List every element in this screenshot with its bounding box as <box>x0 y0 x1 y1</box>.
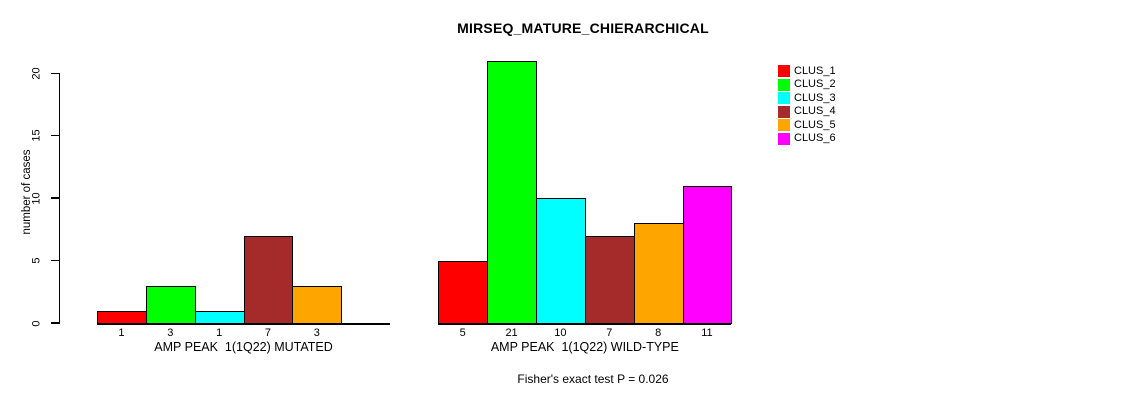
legend-item: CLUS_4 <box>778 105 858 118</box>
legend-item: CLUS_3 <box>778 92 858 104</box>
bar-value-label: 3 <box>167 327 174 339</box>
legend-swatch <box>778 132 790 145</box>
bar-clus_1 <box>438 260 489 324</box>
legend-label: CLUS_1 <box>794 64 836 77</box>
bar-clus_2 <box>487 60 537 324</box>
y-axis-tick <box>50 72 59 75</box>
x-axis-group-label: AMP PEAK 1(1Q22) WILD-TYPE <box>490 340 679 354</box>
legend-label: CLUS_5 <box>794 118 836 131</box>
legend-label: CLUS_6 <box>794 132 836 144</box>
bar-value-label: 7 <box>606 327 613 339</box>
y-axis-tick <box>50 259 59 262</box>
bar-value-label: 1 <box>118 327 125 339</box>
bar-clus_2 <box>145 285 196 324</box>
y-axis-tick-label: 15 <box>30 129 43 142</box>
bar-value-label: 8 <box>655 327 662 339</box>
bar-value-label: 10 <box>554 327 567 339</box>
bar-clus_3 <box>536 198 586 324</box>
legend-swatch <box>778 78 790 91</box>
legend-swatch <box>778 105 790 118</box>
y-axis-tick-label: 5 <box>30 257 43 264</box>
bar-clus_4 <box>584 235 635 324</box>
y-axis-tick <box>50 134 59 137</box>
legend-swatch <box>778 92 790 104</box>
y-axis-tick-label: 10 <box>30 192 43 205</box>
bar-clus_3 <box>194 310 245 324</box>
y-axis-tick-label: 20 <box>30 67 43 80</box>
y-axis-tick <box>50 197 59 199</box>
bar-clus_4 <box>243 235 294 324</box>
x-axis-group-label: AMP PEAK 1(1Q22) MUTATED <box>154 340 333 354</box>
bar-clus_5 <box>633 223 684 324</box>
legend-item: CLUS_2 <box>778 78 858 91</box>
bar-value-label: 11 <box>701 327 713 339</box>
bar-value-label: 1 <box>216 327 223 339</box>
legend-item: CLUS_6 <box>778 132 858 145</box>
legend-swatch <box>778 65 790 77</box>
bar-value-label: 3 <box>313 327 320 339</box>
y-axis-tick <box>50 322 59 324</box>
bar-clus_5 <box>292 285 343 324</box>
legend-item: CLUS_5 <box>778 119 858 131</box>
annotation-text: Fisher's exact test P = 0.026 <box>517 372 669 386</box>
legend-item: CLUS_1 <box>778 65 858 77</box>
y-axis-line <box>58 73 60 325</box>
y-axis-tick-label: 0 <box>30 319 43 327</box>
chart-title: MIRSEQ_MATURE_CHIERARCHICAL <box>457 20 709 36</box>
legend-label: CLUS_4 <box>794 105 836 117</box>
legend-label: CLUS_2 <box>794 78 836 90</box>
legend-swatch <box>778 119 790 131</box>
bar-value-label: 21 <box>505 327 518 339</box>
bar-value-label: 5 <box>459 327 466 339</box>
bar-clus_6 <box>682 185 733 324</box>
bar-clus_1 <box>97 310 147 324</box>
legend-label: CLUS_3 <box>794 91 836 104</box>
bar-value-label: 7 <box>264 327 272 339</box>
